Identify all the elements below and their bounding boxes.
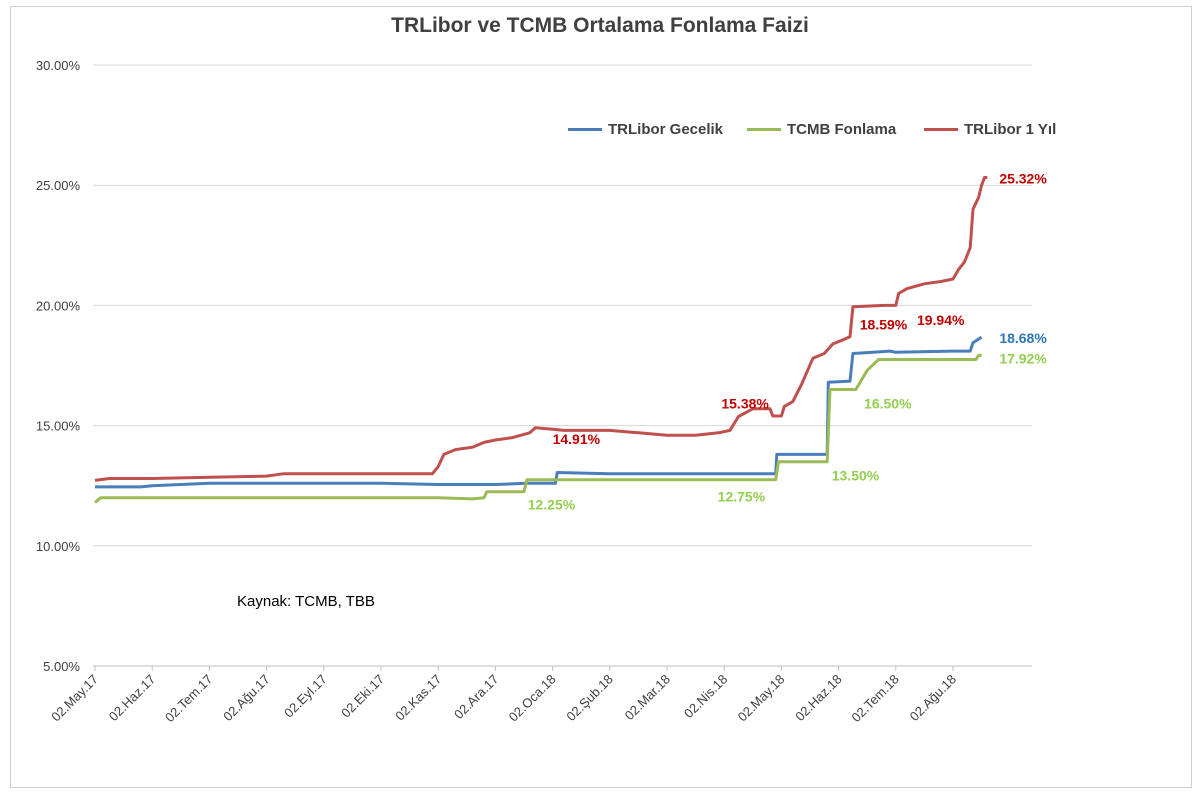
series-line-trlibor-gecelik bbox=[95, 335, 983, 489]
x-tick-label: 02.Tem.18 bbox=[848, 672, 902, 726]
y-tick-label: 15.00% bbox=[36, 419, 81, 434]
data-label: 13.50% bbox=[832, 468, 880, 484]
x-tick-label: 02.Ağu.18 bbox=[907, 672, 960, 725]
x-tick-label: 02.Ağu.17 bbox=[220, 672, 273, 725]
series-line-tcmb-fonlama bbox=[94, 353, 982, 504]
legend-swatch-trlibor-1-yil bbox=[924, 128, 958, 131]
x-tick-label: 02.May.17 bbox=[48, 672, 101, 725]
data-label: 16.50% bbox=[864, 396, 912, 412]
x-tick-label: 02.Eki.17 bbox=[338, 672, 387, 721]
chart-title: TRLibor ve TCMB Ortalama Fonlama Faizi bbox=[391, 14, 809, 37]
data-label: 18.68% bbox=[999, 330, 1047, 346]
y-tick-label: 5.00% bbox=[43, 659, 80, 674]
x-tick-label: 02.Haz.18 bbox=[792, 672, 845, 725]
legend-swatch-trlibor-gecelik bbox=[568, 128, 602, 131]
x-tick-label: 02.Ara.17 bbox=[451, 672, 501, 722]
legend-label-trlibor-gecelik: TRLibor Gecelik bbox=[608, 121, 724, 138]
data-label: 12.75% bbox=[718, 489, 766, 505]
x-tick-label: 02.Nis.18 bbox=[681, 672, 730, 721]
x-tick-label: 02.Mar.18 bbox=[622, 672, 673, 723]
legend-item-trlibor-gecelik: TRLibor Gecelik bbox=[568, 121, 723, 138]
y-tick-label: 25.00% bbox=[36, 178, 81, 193]
series-line-trlibor-1-yıl bbox=[94, 176, 988, 482]
y-tick-label: 10.00% bbox=[36, 539, 81, 554]
data-label: 25.32% bbox=[999, 171, 1047, 187]
legend-swatch-tcmb-fonlama bbox=[747, 128, 781, 131]
legend-item-tcmb-fonlama: TCMB Fonlama bbox=[747, 121, 896, 138]
legend-label-trlibor-1-yil: TRLibor 1 Yıl bbox=[964, 121, 1057, 138]
x-tick-label: 02.May.18 bbox=[735, 672, 788, 725]
data-label: 17.92% bbox=[999, 350, 1047, 366]
x-tick-label: 02.Şub.18 bbox=[563, 672, 616, 725]
data-label: 14.91% bbox=[553, 431, 601, 447]
legend-label-tcmb-fonlama: TCMB Fonlama bbox=[787, 121, 897, 138]
y-tick-label: 20.00% bbox=[36, 298, 81, 313]
data-label: 12.25% bbox=[528, 497, 576, 513]
x-tick-label: 02.Eyl.17 bbox=[281, 672, 330, 721]
data-label: 18.59% bbox=[860, 316, 908, 332]
x-tick-label: 02.Oca.18 bbox=[506, 672, 559, 725]
source-note: Kaynak: TCMB, TBB bbox=[237, 593, 375, 610]
data-label: 15.38% bbox=[721, 395, 769, 411]
x-tick-label: 02.Kas.17 bbox=[392, 672, 444, 724]
y-tick-label: 30.00% bbox=[36, 58, 81, 73]
x-tick-label: 02.Tem.17 bbox=[162, 672, 216, 726]
x-tick-label: 02.Haz.17 bbox=[106, 672, 159, 725]
chart-frame bbox=[10, 6, 1192, 788]
data-label: 19.94% bbox=[917, 312, 965, 328]
legend-item-trlibor-1-yil: TRLibor 1 Yıl bbox=[924, 121, 1056, 138]
